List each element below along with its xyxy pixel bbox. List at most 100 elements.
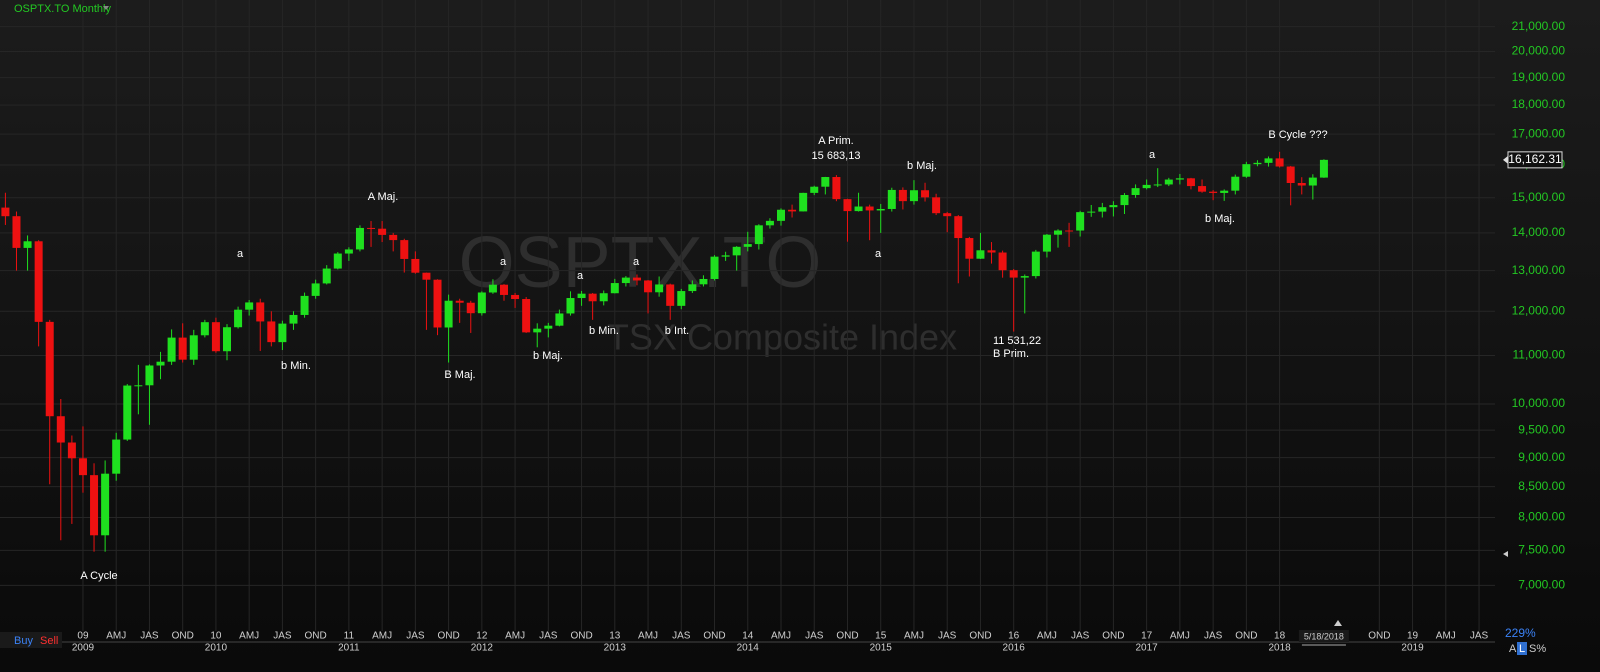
candle-body (1042, 234, 1051, 252)
candle-body (322, 268, 331, 284)
candle-body (1220, 190, 1229, 193)
candle-body (577, 293, 586, 299)
candle-body (289, 314, 298, 324)
y-tick-label: 10,000.00 (1512, 396, 1566, 410)
candle-body (1253, 162, 1262, 165)
candle-body (522, 299, 531, 333)
x-tick-label: AMJ (505, 631, 525, 642)
candle-body (1098, 207, 1107, 212)
candle-body (854, 206, 863, 212)
x-tick-label: JAS (805, 631, 824, 642)
candle-body (632, 277, 641, 281)
candle-body (455, 300, 464, 303)
candle-body (777, 209, 785, 221)
x-tick-label: OND (703, 631, 725, 642)
x-tick-label: JAS (1071, 631, 1090, 642)
candle-body (355, 227, 364, 250)
candle-body (45, 321, 54, 417)
candle-body (810, 186, 819, 193)
y-tick-label: 15,000.00 (1512, 190, 1566, 204)
candle-body (67, 442, 76, 459)
candle-body (1286, 166, 1295, 184)
candle-body (1, 207, 10, 217)
chart-title[interactable]: OSPTX.TO Monthly (14, 3, 111, 15)
annotation: a (875, 248, 882, 260)
candle-body (566, 298, 575, 314)
x-tick-label: AMJ (1037, 631, 1057, 642)
zoom-level[interactable]: 229% (1505, 626, 1536, 640)
candle-body (976, 250, 985, 259)
auto-scale[interactable]: A (1509, 643, 1517, 655)
candle-body (278, 323, 287, 343)
candle-body (344, 249, 353, 254)
trade-panel (0, 632, 62, 648)
candle-body (178, 337, 187, 360)
price-pointer (1503, 155, 1508, 164)
candle-body (156, 361, 165, 366)
candle-body (666, 284, 675, 306)
candle-body (189, 335, 198, 360)
buy-button[interactable]: Buy (14, 635, 33, 647)
candle-body (732, 246, 741, 256)
y-tick-label: 11,000.00 (1513, 348, 1566, 362)
candle-body (533, 328, 542, 333)
x-tick-label: AMJ (106, 631, 126, 642)
candle-body (721, 255, 730, 257)
x-tick-label: JAS (1470, 631, 1489, 642)
candle-body (865, 206, 874, 211)
log-scale-active (1517, 642, 1527, 655)
candle-body (876, 208, 885, 211)
x-tick-label: OND (570, 631, 592, 642)
percent-scale[interactable]: S% (1529, 643, 1546, 655)
annotation: b Maj. (1205, 213, 1235, 225)
x-year-label: 2014 (737, 643, 760, 654)
x-year-label: 2012 (471, 643, 494, 654)
x-tick-label: OND (1102, 631, 1124, 642)
y-tick-label: 12,000.00 (1512, 303, 1566, 317)
y-tick-label: 21,000.00 (1512, 19, 1566, 33)
x-tick-label: JAS (539, 631, 558, 642)
candle-body (799, 192, 808, 212)
candle-body (234, 309, 243, 328)
y-tick-label: 17,000.00 (1512, 126, 1566, 140)
x-tick-label: AMJ (1436, 631, 1456, 642)
x-tick-label: JAS (1204, 631, 1223, 642)
candle-body (1131, 188, 1140, 195)
candle-body (223, 327, 231, 352)
annotation: A Maj. (368, 191, 399, 203)
annotation: b Int. (665, 325, 689, 337)
x-year-label: 2017 (1136, 643, 1159, 654)
watermark: OSPTX.TO (459, 223, 822, 303)
y-tick-label: 9,000.00 (1518, 450, 1565, 464)
candle-body (12, 216, 21, 248)
candle-body (1319, 159, 1328, 178)
x-tick-label: OND (437, 631, 459, 642)
y-tick-label: 9,500.00 (1518, 422, 1565, 436)
candle-body (621, 277, 630, 284)
x-tick-label: JAS (273, 631, 292, 642)
candle-body (1198, 186, 1207, 192)
candle-body (588, 293, 597, 302)
scroll-marker[interactable] (1334, 620, 1342, 626)
candle-body (1009, 270, 1018, 278)
title-dropdown[interactable] (103, 6, 109, 10)
candle-body (1308, 177, 1317, 186)
sell-button[interactable]: Sell (40, 635, 58, 647)
candle-body (1209, 191, 1218, 193)
candle-body (1297, 183, 1306, 186)
annotation: b Min. (281, 360, 311, 372)
x-tick-label: OND (1235, 631, 1257, 642)
candle-body (832, 177, 841, 200)
candle-body (300, 295, 309, 315)
log-scale[interactable]: L (1519, 643, 1525, 655)
candle-body (555, 313, 564, 326)
annotation: a (1149, 149, 1156, 161)
x-tick-label: JAS (938, 631, 957, 642)
y-tick-label: 8,000.00 (1518, 510, 1565, 524)
y-tick-label: 19,000.00 (1512, 70, 1566, 84)
x-tick-label: 10 (210, 631, 222, 642)
candle-body (1076, 212, 1085, 231)
x-year-label: 2015 (870, 643, 893, 654)
candle-body (599, 293, 608, 302)
x-tick-label: 11 (344, 631, 355, 642)
